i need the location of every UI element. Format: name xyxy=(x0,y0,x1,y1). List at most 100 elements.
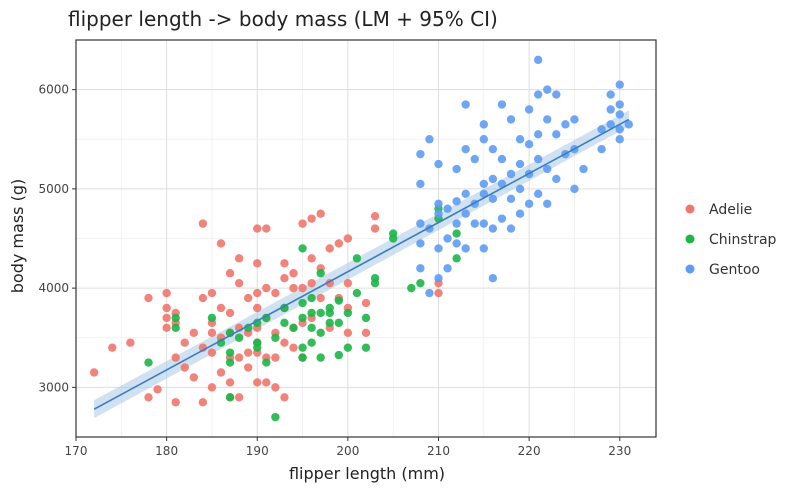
point-gentoo xyxy=(497,179,507,189)
point-adelie xyxy=(343,328,353,337)
point-chinstrap xyxy=(361,343,371,352)
legend-key-gentoo xyxy=(685,264,695,274)
point-gentoo xyxy=(452,239,461,248)
point-chinstrap xyxy=(280,318,289,328)
legend: Adelie Chinstrap Gentoo xyxy=(685,202,777,278)
point-adelie xyxy=(334,239,344,248)
point-adelie xyxy=(262,283,271,293)
point-adelie xyxy=(108,343,117,352)
point-adelie xyxy=(316,209,325,218)
point-chinstrap xyxy=(334,296,344,305)
point-adelie xyxy=(144,393,153,402)
point-gentoo xyxy=(533,55,543,65)
x-tick-label: 170 xyxy=(65,444,88,458)
point-adelie xyxy=(343,278,353,288)
point-gentoo xyxy=(488,174,498,184)
point-adelie xyxy=(171,398,180,407)
point-adelie xyxy=(225,378,235,387)
point-gentoo xyxy=(416,264,425,273)
point-gentoo xyxy=(479,179,489,189)
point-gentoo xyxy=(570,184,579,194)
point-chinstrap xyxy=(253,338,262,347)
point-chinstrap xyxy=(225,348,235,357)
point-adelie xyxy=(225,308,235,318)
y-tick-label: 5000 xyxy=(38,182,69,196)
point-gentoo xyxy=(515,184,525,194)
point-chinstrap xyxy=(298,298,307,308)
point-gentoo xyxy=(552,130,561,139)
point-gentoo xyxy=(452,219,461,228)
point-gentoo xyxy=(488,224,498,233)
point-gentoo xyxy=(497,154,507,164)
point-gentoo xyxy=(506,169,516,179)
point-gentoo xyxy=(606,120,615,129)
point-gentoo xyxy=(452,164,461,174)
point-chinstrap xyxy=(388,229,398,238)
point-gentoo xyxy=(461,189,470,199)
point-gentoo xyxy=(470,154,479,164)
point-adelie xyxy=(198,219,208,228)
point-gentoo xyxy=(434,199,443,208)
point-gentoo xyxy=(416,239,425,248)
point-chinstrap xyxy=(262,358,271,367)
point-adelie xyxy=(162,313,171,323)
point-adelie xyxy=(189,328,199,337)
x-tick-label: 230 xyxy=(608,444,631,458)
point-adelie xyxy=(198,293,208,303)
point-gentoo xyxy=(443,264,452,273)
y-tick-label: 6000 xyxy=(38,83,69,97)
point-gentoo xyxy=(416,219,425,228)
point-gentoo xyxy=(434,209,443,218)
x-tick-label: 220 xyxy=(518,444,541,458)
point-adelie xyxy=(207,348,217,357)
point-adelie xyxy=(271,288,280,298)
point-chinstrap xyxy=(452,229,461,238)
point-chinstrap xyxy=(361,313,371,323)
point-gentoo xyxy=(543,85,552,94)
y-tick-label: 3000 xyxy=(38,380,69,394)
point-adelie xyxy=(144,293,153,303)
point-adelie xyxy=(216,368,226,377)
point-gentoo xyxy=(506,194,516,203)
point-gentoo xyxy=(461,100,470,109)
point-chinstrap xyxy=(298,343,307,352)
point-adelie xyxy=(271,353,280,362)
point-adelie xyxy=(89,368,99,377)
point-gentoo xyxy=(506,115,516,124)
point-adelie xyxy=(361,328,371,337)
point-adelie xyxy=(243,363,253,372)
point-adelie xyxy=(307,214,316,223)
point-gentoo xyxy=(552,174,561,184)
point-adelie xyxy=(289,283,298,293)
point-chinstrap xyxy=(316,328,325,337)
point-gentoo xyxy=(497,214,507,223)
point-chinstrap xyxy=(307,338,316,347)
point-adelie xyxy=(126,338,135,347)
point-gentoo xyxy=(479,244,489,253)
point-gentoo xyxy=(615,125,624,134)
x-tick-label: 180 xyxy=(155,444,178,458)
point-gentoo xyxy=(416,179,425,189)
point-adelie xyxy=(216,303,226,313)
point-chinstrap xyxy=(171,313,180,323)
point-adelie xyxy=(216,239,226,248)
point-adelie xyxy=(243,293,253,303)
point-chinstrap xyxy=(370,274,380,283)
point-chinstrap xyxy=(407,283,416,293)
point-adelie xyxy=(262,378,271,387)
x-tick-label: 210 xyxy=(427,444,450,458)
point-gentoo xyxy=(515,209,525,218)
point-adelie xyxy=(280,338,289,347)
point-gentoo xyxy=(543,199,552,208)
point-gentoo xyxy=(615,135,624,144)
point-gentoo xyxy=(434,274,443,283)
point-chinstrap xyxy=(243,323,253,333)
point-chinstrap xyxy=(280,303,289,313)
point-gentoo xyxy=(515,159,525,169)
point-adelie xyxy=(253,303,262,313)
point-adelie xyxy=(234,393,244,402)
point-gentoo xyxy=(597,125,606,134)
scatter-points xyxy=(89,55,634,422)
point-chinstrap xyxy=(416,278,425,288)
point-chinstrap xyxy=(307,323,316,333)
